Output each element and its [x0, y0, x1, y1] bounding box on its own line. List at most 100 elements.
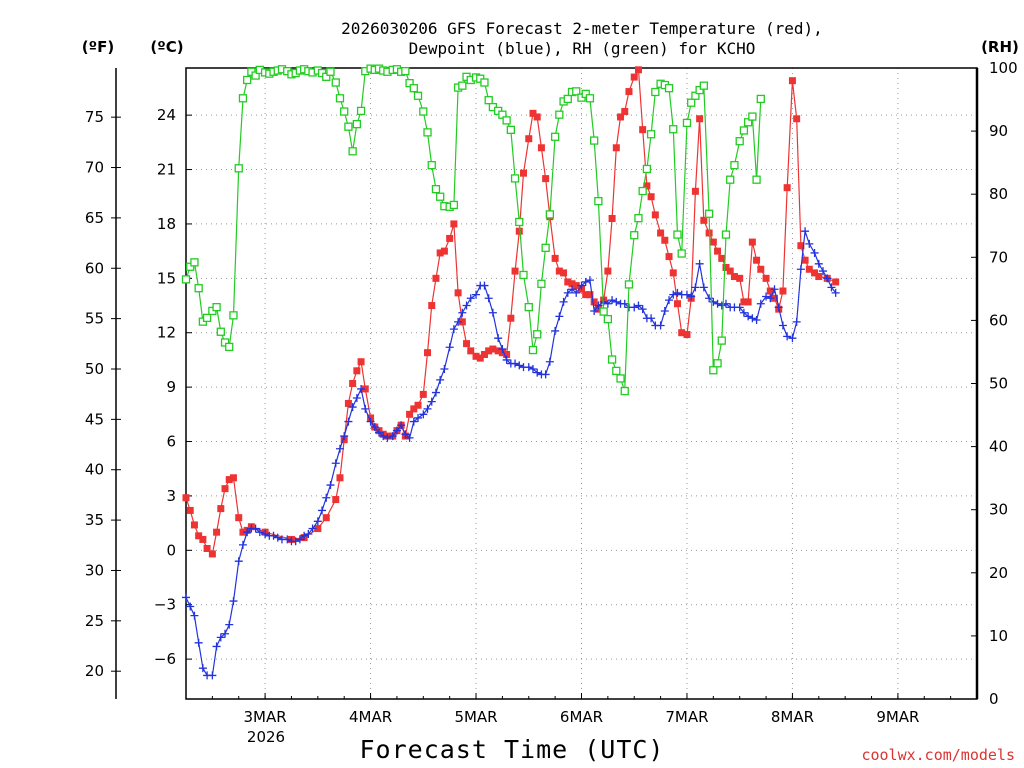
celsius-tick-label: 24	[157, 106, 176, 124]
dewpoint-point	[647, 314, 656, 323]
temperature-point	[612, 144, 620, 152]
temperature-point	[753, 256, 761, 264]
temperature-point	[564, 278, 572, 286]
celsius-tick-label: 0	[166, 541, 176, 559]
relative-humidity-point	[427, 161, 436, 170]
temperature-point	[625, 88, 633, 96]
relative-humidity-point	[664, 84, 674, 93]
dewpoint-point	[243, 528, 252, 537]
rh-tick-label: 80	[989, 185, 1008, 203]
relative-humidity-point	[225, 342, 234, 352]
relative-humidity-point	[216, 327, 225, 336]
temperature-point	[815, 273, 823, 281]
dewpoint-point	[462, 301, 471, 310]
temperature-point	[665, 253, 673, 261]
temperature-point	[458, 318, 466, 326]
temperature-point	[669, 269, 677, 277]
relative-humidity-point	[563, 94, 572, 104]
relative-humidity-point	[515, 217, 524, 227]
temperature-point	[730, 273, 738, 281]
dewpoint-point	[397, 421, 406, 430]
dewpoint-point	[699, 283, 708, 292]
x-tick-label: 8MAR	[771, 708, 814, 726]
fahrenheit-tick-label: 20	[85, 662, 104, 680]
temperature-point	[797, 242, 805, 250]
dewpoint-point	[603, 299, 612, 308]
temperature-point	[766, 287, 774, 295]
temperature-point	[647, 193, 655, 201]
chart-title-line-2: Dewpoint (blue), RH (green) for KCHO	[409, 39, 756, 58]
relative-humidity-point	[484, 96, 493, 105]
fahrenheit-tick-label: 65	[85, 209, 104, 227]
dewpoint-point	[255, 528, 264, 537]
dewpoint-point	[778, 321, 787, 330]
relative-humidity-point	[555, 110, 564, 119]
dewpoint-point	[559, 297, 568, 306]
temperature-point	[582, 291, 590, 299]
dewpoint-point	[221, 629, 230, 638]
relative-humidity-point	[550, 132, 560, 141]
temperature-point	[406, 410, 414, 418]
dewpoint-point	[770, 285, 779, 294]
dewpoint-point	[300, 531, 309, 540]
dewpoint-point	[581, 277, 590, 286]
dewpoint-point	[766, 294, 775, 303]
relative-humidity-series	[181, 64, 765, 396]
relative-humidity-point	[669, 125, 678, 134]
dewpoint-point	[774, 303, 783, 312]
rh-tick-label: 50	[989, 375, 1008, 393]
temperature-point	[726, 267, 734, 275]
dewpoint-point	[585, 276, 594, 285]
temperature-point	[590, 298, 598, 306]
temperature-point	[525, 135, 533, 143]
dewpoint-point	[198, 664, 207, 673]
dewpoint-point	[261, 529, 270, 538]
temperature-point	[344, 399, 352, 407]
fahrenheit-tick-label: 40	[85, 461, 104, 479]
temperature-point	[414, 401, 422, 409]
relative-humidity-point	[533, 330, 542, 339]
gridlines	[186, 68, 977, 699]
temperature-point	[450, 220, 458, 228]
relative-humidity-point	[709, 366, 718, 375]
temperature-point	[801, 256, 809, 264]
dewpoint-point	[660, 306, 669, 315]
dewpoint-point	[436, 375, 445, 384]
relative-humidity-point	[704, 209, 714, 218]
dewpoint-point	[695, 259, 704, 268]
dewpoint-point	[423, 404, 432, 413]
relative-humidity-point	[673, 230, 682, 239]
temperature-point	[203, 545, 211, 553]
temperature-point	[560, 269, 568, 277]
dewpoint-point	[608, 296, 617, 305]
relative-humidity-point	[752, 175, 761, 184]
relative-humidity-point	[739, 126, 749, 135]
dewpoint-point	[414, 413, 423, 422]
temperature-point	[454, 289, 462, 297]
dewpoint-point	[709, 297, 718, 306]
relative-humidity-point	[356, 106, 366, 116]
temperature-point	[353, 367, 361, 375]
rh-tick-label: 30	[989, 501, 1008, 519]
dewpoint-point	[340, 432, 349, 441]
temperature-point	[744, 298, 752, 306]
relative-humidity-point	[243, 75, 252, 85]
dewpoint-point	[533, 368, 542, 377]
temperature-point	[186, 506, 194, 514]
relative-humidity-point	[212, 302, 221, 312]
dewpoint-point	[682, 290, 691, 299]
rh-tick-label: 40	[989, 438, 1008, 456]
temperature-point	[213, 528, 221, 536]
temperature-point	[361, 385, 369, 393]
dewpoint-point	[431, 388, 440, 397]
relative-humidity-point	[581, 89, 590, 99]
fahrenheit-tick-label: 25	[85, 612, 104, 630]
temperature-point	[480, 350, 488, 358]
relative-humidity-point	[743, 118, 753, 127]
dewpoint-point	[831, 288, 840, 297]
x-tick-label: 3MAR	[244, 708, 287, 726]
temperature-point	[182, 494, 190, 502]
temperature-point	[691, 187, 699, 195]
dewpoint-point	[502, 355, 511, 364]
temperature-point	[221, 485, 229, 493]
